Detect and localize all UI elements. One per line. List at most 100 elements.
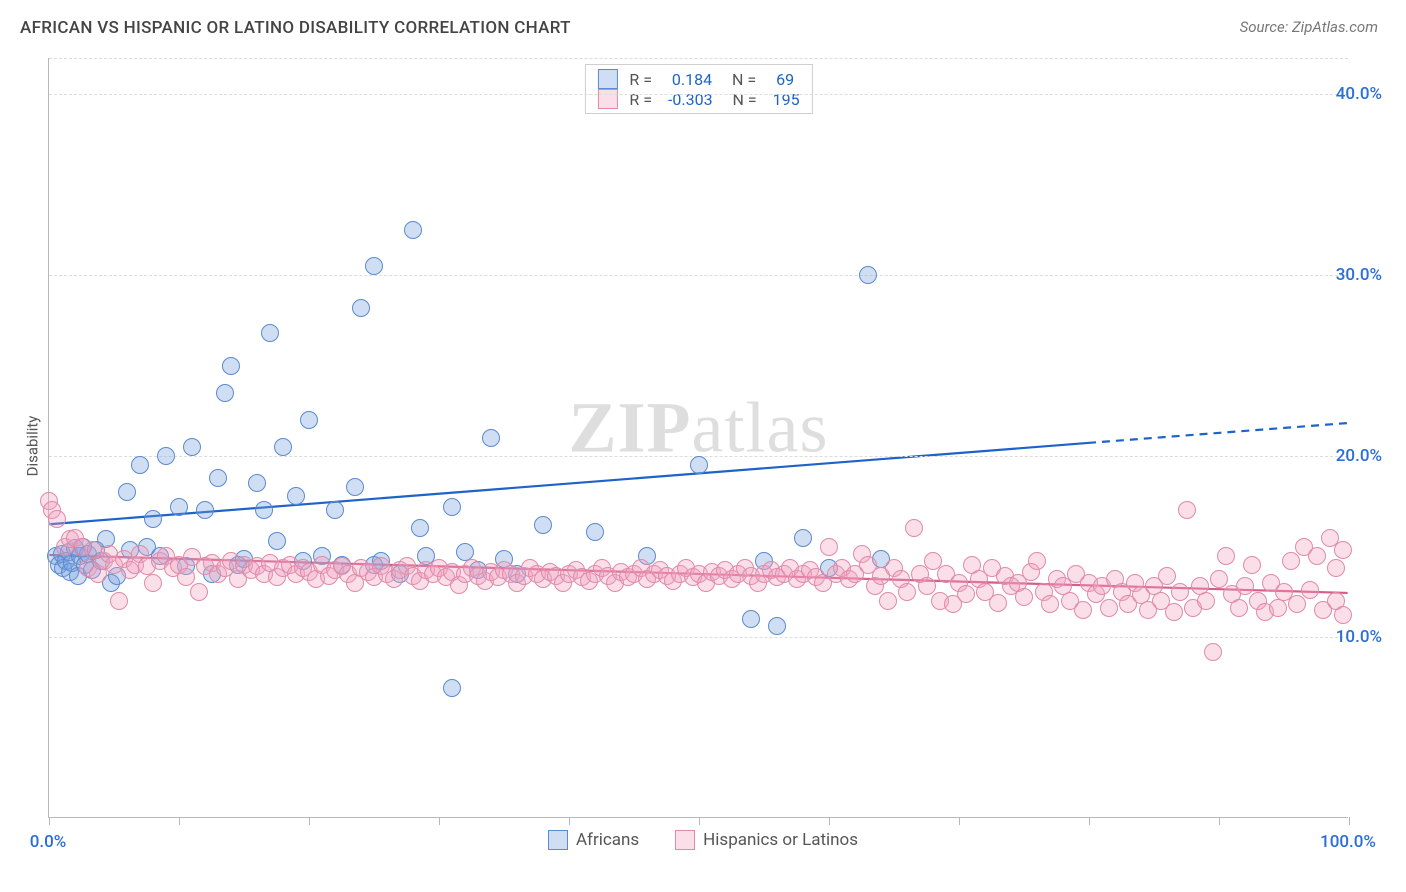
data-point xyxy=(1243,556,1261,574)
watermark-bold: ZIP xyxy=(569,387,692,467)
data-point xyxy=(768,617,786,635)
data-point xyxy=(144,510,162,528)
data-point xyxy=(261,324,279,342)
x-tick xyxy=(439,817,440,825)
series-legend: Africans Hispanics or Latinos xyxy=(0,830,1406,850)
y-tick-label: 30.0% xyxy=(1336,265,1382,285)
data-point xyxy=(1171,583,1189,601)
data-point xyxy=(287,487,305,505)
data-point xyxy=(1334,541,1352,559)
data-point xyxy=(1288,595,1306,613)
data-point xyxy=(690,456,708,474)
data-point xyxy=(346,478,364,496)
data-point xyxy=(1158,567,1176,585)
data-point xyxy=(1210,570,1228,588)
data-point xyxy=(1308,547,1326,565)
data-point xyxy=(586,523,604,541)
data-point xyxy=(131,456,149,474)
data-point xyxy=(1327,559,1345,577)
data-point xyxy=(1165,603,1183,621)
x-tick xyxy=(959,817,960,825)
stat-r-value: -0.303 xyxy=(668,90,713,109)
data-point xyxy=(411,519,429,537)
y-tick-label: 40.0% xyxy=(1336,84,1382,104)
series-legend-item: Africans xyxy=(548,830,639,850)
x-tick xyxy=(179,817,180,825)
data-point xyxy=(222,357,240,375)
data-point xyxy=(216,384,234,402)
x-tick xyxy=(569,817,570,825)
legend-swatch xyxy=(597,89,617,109)
stat-n-value: 195 xyxy=(773,90,800,109)
series-legend-label: Africans xyxy=(576,830,639,850)
data-point xyxy=(1236,577,1254,595)
series-legend-item: Hispanics or Latinos xyxy=(675,830,858,850)
data-point xyxy=(443,498,461,516)
plot-area: ZIPatlas R = 0.184 N = 69 R = -0.303 N =… xyxy=(48,58,1348,818)
data-point xyxy=(989,594,1007,612)
data-point xyxy=(534,516,552,534)
data-point xyxy=(957,585,975,603)
stat-n-label: N = xyxy=(720,70,764,89)
data-point xyxy=(482,429,500,447)
data-point xyxy=(157,447,175,465)
y-axis-label: Disability xyxy=(23,416,41,477)
data-point xyxy=(48,510,66,528)
data-point xyxy=(905,519,923,537)
data-point xyxy=(404,221,422,239)
source-attribution: Source: ZipAtlas.com xyxy=(1240,18,1378,36)
data-point xyxy=(196,501,214,519)
data-point xyxy=(742,610,760,628)
data-point xyxy=(1178,501,1196,519)
x-tick xyxy=(49,817,50,825)
data-point xyxy=(248,474,266,492)
data-point xyxy=(1217,547,1235,565)
regression-line-dashed xyxy=(1088,423,1348,443)
data-point xyxy=(794,529,812,547)
data-point xyxy=(1028,552,1046,570)
legend-swatch xyxy=(548,830,568,850)
data-point xyxy=(1074,601,1092,619)
stat-r-label: R = xyxy=(625,90,660,109)
data-point xyxy=(170,498,188,516)
x-tick xyxy=(309,817,310,825)
data-point xyxy=(1204,643,1222,661)
legend-swatch xyxy=(597,69,617,89)
chart-title: AFRICAN VS HISPANIC OR LATINO DISABILITY… xyxy=(20,18,571,38)
stat-n-value: 69 xyxy=(772,70,794,89)
data-point xyxy=(918,577,936,595)
stats-legend: R = 0.184 N = 69 R = -0.303 N = 195 xyxy=(584,64,812,114)
x-tick xyxy=(1089,817,1090,825)
data-point xyxy=(859,266,877,284)
gridline xyxy=(49,637,1348,638)
y-tick-label: 20.0% xyxy=(1336,446,1382,466)
data-point xyxy=(144,574,162,592)
stats-legend-row: R = -0.303 N = 195 xyxy=(597,89,799,109)
gridline xyxy=(49,275,1348,276)
data-point xyxy=(326,501,344,519)
data-point xyxy=(1015,588,1033,606)
gridline xyxy=(49,94,1348,95)
data-point xyxy=(1100,599,1118,617)
data-point xyxy=(274,438,292,456)
data-point xyxy=(177,568,195,586)
data-point xyxy=(183,438,201,456)
data-point xyxy=(1041,595,1059,613)
data-point xyxy=(1282,552,1300,570)
data-point xyxy=(898,583,916,601)
data-point xyxy=(1334,606,1352,624)
stat-r-value: 0.184 xyxy=(668,70,712,89)
stat-r-label: R = xyxy=(625,70,660,89)
x-tick xyxy=(699,817,700,825)
data-point xyxy=(352,299,370,317)
data-point xyxy=(1197,592,1215,610)
series-legend-label: Hispanics or Latinos xyxy=(703,830,858,850)
legend-swatch xyxy=(675,830,695,850)
data-point xyxy=(365,257,383,275)
data-point xyxy=(268,532,286,550)
data-point xyxy=(1269,599,1287,617)
watermark-rest: atlas xyxy=(692,387,829,467)
gridline xyxy=(49,58,1348,59)
x-tick xyxy=(1219,817,1220,825)
data-point xyxy=(209,469,227,487)
